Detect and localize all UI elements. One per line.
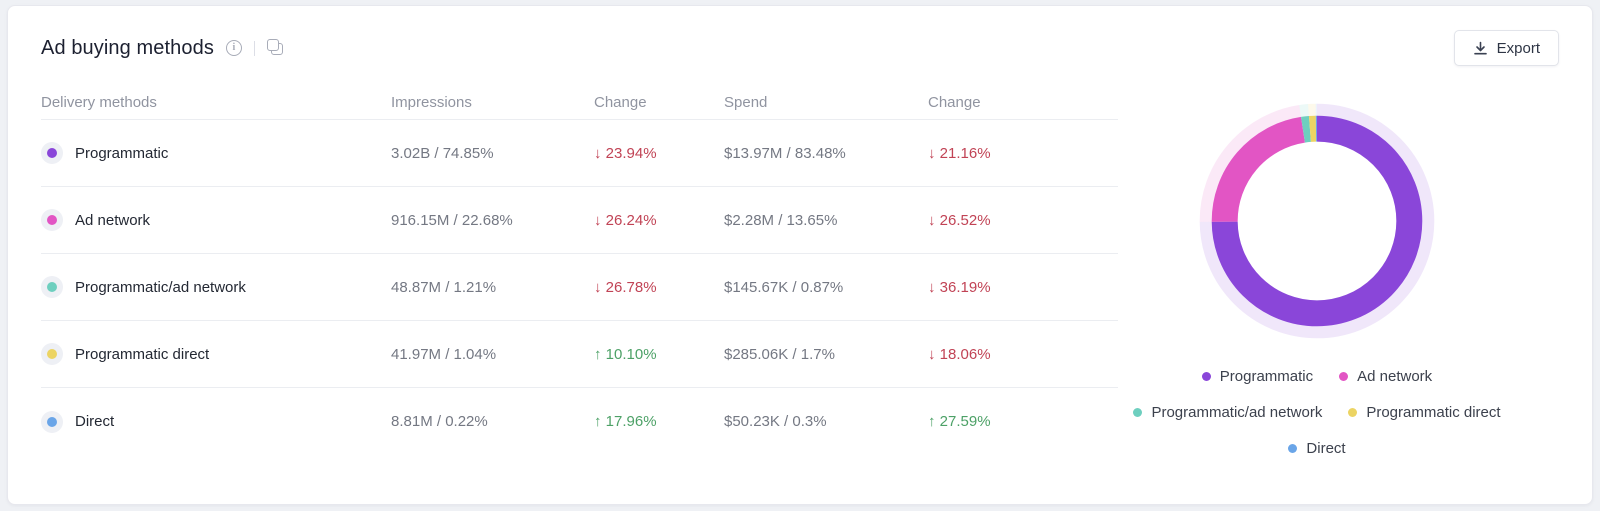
table-header-row: Delivery methods Impressions Change Spen… [41,86,1118,120]
spend-change: 27.59% [928,413,1118,430]
col-header-delivery-methods: Delivery methods [41,94,157,111]
col-header-spend-change: Change [928,94,981,111]
delivery-methods-table: Delivery methods Impressions Change Spen… [41,66,1118,466]
table-row: Programmatic/ad network 48.87M / 1.21% 2… [41,254,1118,321]
col-header-spend: Spend [724,94,768,111]
legend-item-programmatic-ad-network[interactable]: Programmatic/ad network [1133,404,1322,421]
info-icon[interactable]: i [225,40,242,56]
col-header-impressions: Impressions [391,94,472,111]
legend-label: Programmatic direct [1366,403,1501,421]
legend-label: Programmatic/ad network [1151,403,1323,421]
chart-legend: Programmatic Ad network Programmatic/ad … [1133,358,1501,466]
table-row: Programmatic 3.02B / 74.85% 23.94% $13.9… [41,120,1118,187]
spend-change: 36.19% [928,279,1118,296]
impressions-change: 26.24% [594,212,724,229]
widget-header: Ad buying methods i Export [41,30,1562,66]
legend-item-programmatic[interactable]: Programmatic [1201,367,1314,385]
impressions-change: 23.94% [594,145,724,162]
delivery-method-label: Ad network [75,211,151,229]
legend-item-programmatic-direct[interactable]: Programmatic direct [1348,403,1501,421]
spend-value: $285.06K / 1.7% [724,345,835,363]
delivery-method-label: Programmatic/ad network [75,278,246,296]
chart-panel: Programmatic Ad network Programmatic/ad … [1118,66,1562,466]
spend-value: $50.23K / 0.3% [724,413,827,430]
ad-buying-methods-widget: Ad buying methods i Export Delivery meth… [7,5,1593,505]
spend-value: $13.97M / 83.48% [724,144,846,162]
impressions-value: 3.02B / 74.85% [391,144,494,162]
table-row: Programmatic direct 41.97M / 1.04% 10.10… [41,321,1118,388]
legend-dot [1201,371,1211,381]
legend-dot [1133,407,1143,417]
download-icon [1473,41,1487,54]
series-dot [41,410,63,433]
legend-item-direct[interactable]: Direct [1288,439,1346,457]
series-dot [41,343,63,365]
export-label: Export [1496,39,1540,57]
delivery-method-label: Programmatic [75,144,169,162]
export-button[interactable]: Export [1453,30,1559,66]
widget-content: Delivery methods Impressions Change Spen… [41,66,1562,466]
impressions-change: 26.78% [594,279,724,296]
spend-value: $2.28M / 13.65% [724,211,838,229]
legend-dot [1348,407,1358,417]
impressions-value: 48.87M / 1.21% [391,278,497,296]
col-header-impressions-change: Change [594,94,647,111]
impressions-change: 10.10% [594,346,724,363]
table-row: Ad network 916.15M / 22.68% 26.24% $2.28… [41,187,1118,254]
delivery-method-label: Direct [75,413,115,430]
donut-chart-box [1192,96,1442,346]
impressions-value: 8.81M / 0.22% [391,413,488,430]
title-icons: i [225,39,285,57]
legend-dot [1288,443,1298,453]
delivery-method-label: Programmatic direct [75,345,210,363]
donut-chart[interactable] [1192,96,1442,346]
widget-title: Ad buying methods [41,36,214,59]
impressions-value: 916.15M / 22.68% [391,211,513,229]
legend-label: Ad network [1357,367,1433,385]
series-dot [41,209,63,231]
spend-change: 26.52% [928,212,1118,229]
legend-item-ad-network[interactable]: Ad network [1339,368,1432,385]
legend-label: Direct [1306,439,1346,457]
legend-dot [1339,371,1349,381]
impressions-change: 17.96% [594,413,724,430]
series-dot [41,142,63,164]
spend-change: 21.16% [928,145,1118,162]
impressions-value: 41.97M / 1.04% [391,345,497,363]
legend-label: Programmatic [1219,367,1314,385]
divider [253,40,255,56]
copy-icon[interactable] [266,39,285,57]
spend-change: 18.06% [928,346,1118,363]
spend-value: $145.67K / 0.87% [724,278,844,296]
series-dot [41,276,63,298]
table-row: Direct 8.81M / 0.22% 17.96% $50.23K / 0.… [41,388,1118,455]
